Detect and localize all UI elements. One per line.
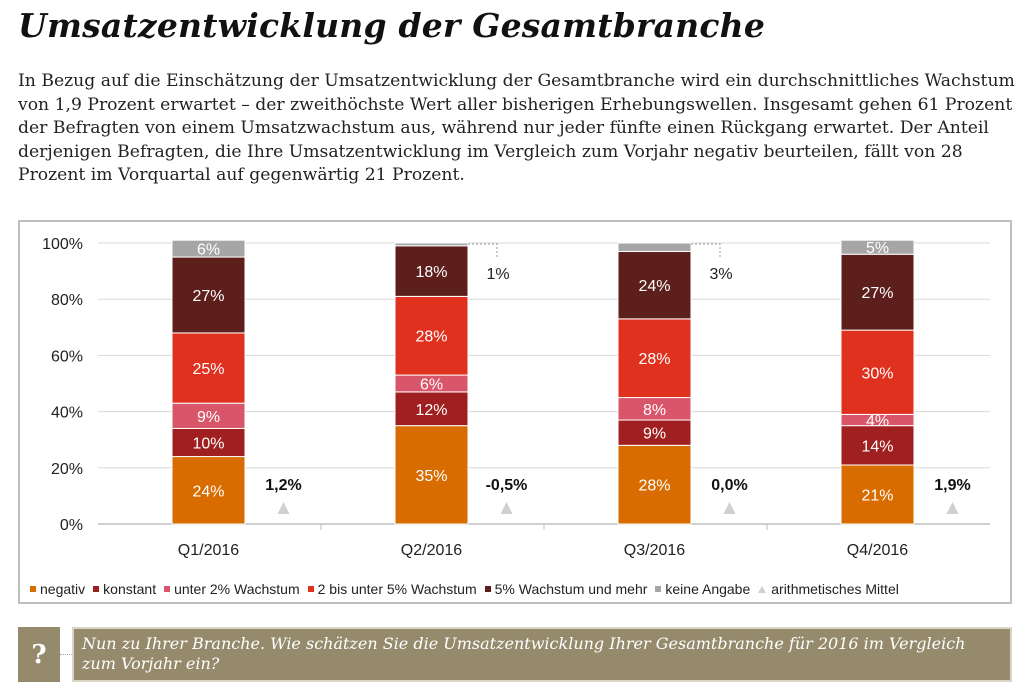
legend-item: keine Angabe: [655, 581, 750, 597]
mean-marker: [723, 502, 736, 514]
data-label: 35%: [415, 468, 447, 485]
x-tick-label: Q1/2016: [178, 542, 239, 559]
intro-text: In Bezug auf die Einschätzung der Umsatz…: [18, 71, 1015, 185]
legend-item: 5% Wachstum und mehr: [484, 581, 648, 597]
legend-label: arithmetisches Mittel: [771, 581, 899, 597]
data-label: 4%: [866, 413, 889, 430]
data-label: 8%: [643, 402, 666, 419]
data-label: 28%: [415, 329, 447, 346]
data-label: 9%: [643, 426, 666, 443]
data-label: 21%: [861, 487, 893, 504]
mean-marker: [277, 502, 290, 514]
legend-swatch: [30, 586, 36, 592]
bar-segment-negativ: [394, 425, 469, 525]
bar-segment-keine-angabe: [617, 242, 692, 252]
bar-segment-keine-angabe: [840, 239, 915, 255]
data-label: 12%: [415, 402, 447, 419]
bar-segment-2-bis-unter-5-wachstum: [394, 295, 469, 376]
legend-item: negativ: [30, 581, 85, 597]
mean-label: -0,5%: [486, 477, 528, 494]
legend-item: konstant: [93, 581, 156, 597]
y-tick-label: 0%: [60, 517, 83, 534]
bar-segment-5-wachstum-und-mehr: [840, 253, 915, 331]
bar-segment-5-wachstum-und-mehr: [617, 250, 692, 320]
legend-label: 5% Wachstum und mehr: [494, 581, 648, 597]
leader-line: [468, 243, 498, 259]
data-label: 24%: [638, 278, 670, 295]
data-label: 3%: [709, 266, 732, 283]
y-tick-label: 60%: [51, 348, 83, 365]
data-label: 10%: [192, 436, 224, 453]
data-label: 18%: [415, 264, 447, 281]
bar-segment-5-wachstum-und-mehr: [394, 245, 469, 297]
bar-segment-2-bis-unter-5-wachstum: [840, 329, 915, 415]
data-label: 27%: [861, 285, 893, 302]
data-label: 30%: [861, 365, 893, 382]
legend-swatch: [655, 586, 662, 592]
legend: negativ konstant unter 2% Wachstum 2 bis un…: [30, 581, 899, 597]
bar-segment-keine-angabe: [171, 239, 246, 258]
legend-label: negativ: [40, 581, 86, 597]
legend-label: konstant: [103, 581, 157, 597]
legend-item: arithmetisches Mittel: [758, 581, 899, 597]
legend-swatch: [93, 586, 100, 592]
data-label: 28%: [638, 351, 670, 368]
data-label: 6%: [420, 377, 443, 394]
bar-segment-konstant: [171, 427, 246, 458]
legend-swatch: [307, 586, 314, 592]
data-label: 14%: [861, 438, 893, 455]
question-mark-icon: ?: [18, 627, 60, 682]
y-tick-label: 40%: [51, 405, 83, 422]
legend-item: 2 bis unter 5% Wachstum: [307, 581, 477, 597]
question-text: Nun zu Ihrer Branche. Wie schätzen Sie d…: [72, 627, 1012, 682]
legend-swatch: [164, 586, 171, 592]
y-tick-label: 20%: [51, 461, 83, 478]
bar-segment-unter-2-wachstum: [171, 402, 246, 429]
x-tick-label: Q2/2016: [401, 542, 462, 559]
mean-marker: [500, 502, 513, 514]
legend-label: 2 bis unter 5% Wachstum: [317, 581, 477, 597]
data-label: 6%: [197, 242, 220, 259]
chart-frame: [18, 220, 1012, 604]
mean-label: 0,0%: [711, 477, 747, 494]
legend-swatch: [484, 586, 491, 592]
bar-segment-2-bis-unter-5-wachstum: [171, 332, 246, 404]
data-label: 9%: [197, 409, 220, 426]
bar-segment-negativ: [171, 456, 246, 525]
legend-label: unter 2% Wachstum: [174, 581, 300, 597]
y-tick-label: 100%: [42, 236, 83, 253]
bar-segment-keine-angabe: [394, 242, 469, 247]
leader-line: [691, 243, 721, 259]
data-label: 27%: [192, 288, 224, 305]
bar-segment-konstant: [394, 391, 469, 427]
triangle-icon: [758, 585, 767, 593]
bar-segment-2-bis-unter-5-wachstum: [617, 318, 692, 399]
legend-item: unter 2% Wachstum: [164, 581, 300, 597]
connector-dots: [60, 654, 72, 655]
data-label: 28%: [638, 478, 670, 495]
data-label: 24%: [192, 483, 224, 500]
y-tick-label: 80%: [51, 292, 83, 309]
data-label: 5%: [866, 240, 889, 257]
legend-label: keine Angabe: [665, 581, 751, 597]
bar-segment-negativ: [840, 464, 915, 525]
bar-segment-5-wachstum-und-mehr: [171, 256, 246, 334]
data-label: 1%: [486, 266, 509, 283]
mean-label: 1,2%: [265, 477, 301, 494]
x-tick-label: Q4/2016: [847, 542, 908, 559]
data-label: 25%: [192, 361, 224, 378]
mean-label: 1,9%: [934, 477, 970, 494]
bar-segment-konstant: [840, 425, 915, 466]
mean-marker: [946, 502, 959, 514]
x-tick-label: Q3/2016: [624, 542, 685, 559]
page-title: Umsatzentwicklung der Gesamtbranche: [18, 6, 766, 45]
bar-segment-negativ: [617, 444, 692, 525]
